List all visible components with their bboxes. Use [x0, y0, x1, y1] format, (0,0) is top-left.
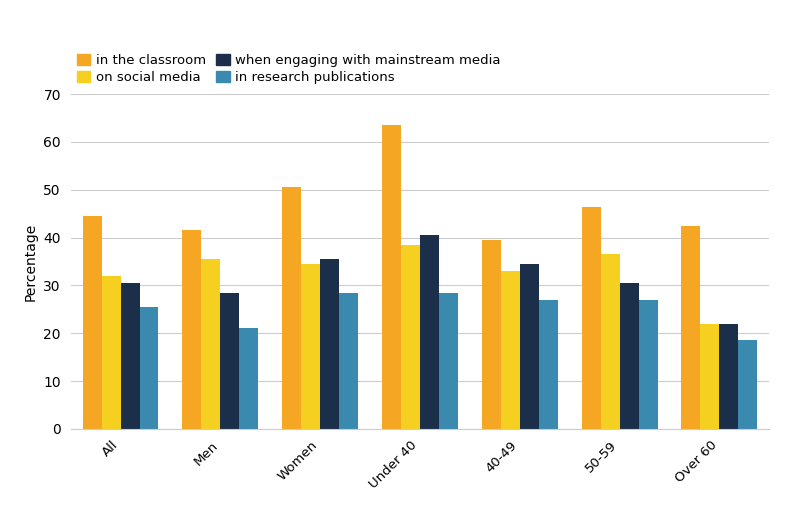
Bar: [420, 235, 439, 429]
Bar: [401, 245, 420, 429]
Bar: [739, 340, 758, 429]
Bar: [520, 264, 539, 429]
Bar: [283, 187, 301, 429]
Bar: [539, 300, 557, 429]
Bar: [82, 216, 101, 429]
Bar: [501, 271, 520, 429]
Y-axis label: Percentage: Percentage: [24, 222, 38, 301]
Bar: [339, 292, 358, 429]
Bar: [140, 307, 159, 429]
Bar: [239, 328, 258, 429]
Bar: [700, 324, 719, 429]
Bar: [582, 207, 601, 429]
Bar: [320, 259, 339, 429]
Bar: [482, 240, 501, 429]
Bar: [382, 125, 401, 429]
Bar: [719, 324, 739, 429]
Bar: [221, 292, 239, 429]
Bar: [101, 276, 121, 429]
Bar: [619, 283, 638, 429]
Bar: [439, 292, 458, 429]
Bar: [301, 264, 320, 429]
Bar: [182, 231, 202, 429]
Bar: [202, 259, 221, 429]
Bar: [638, 300, 658, 429]
Legend: in the classroom, on social media, when engaging with mainstream media, in resea: in the classroom, on social media, when …: [77, 54, 500, 84]
Bar: [681, 225, 700, 429]
Bar: [121, 283, 140, 429]
Bar: [601, 254, 619, 429]
